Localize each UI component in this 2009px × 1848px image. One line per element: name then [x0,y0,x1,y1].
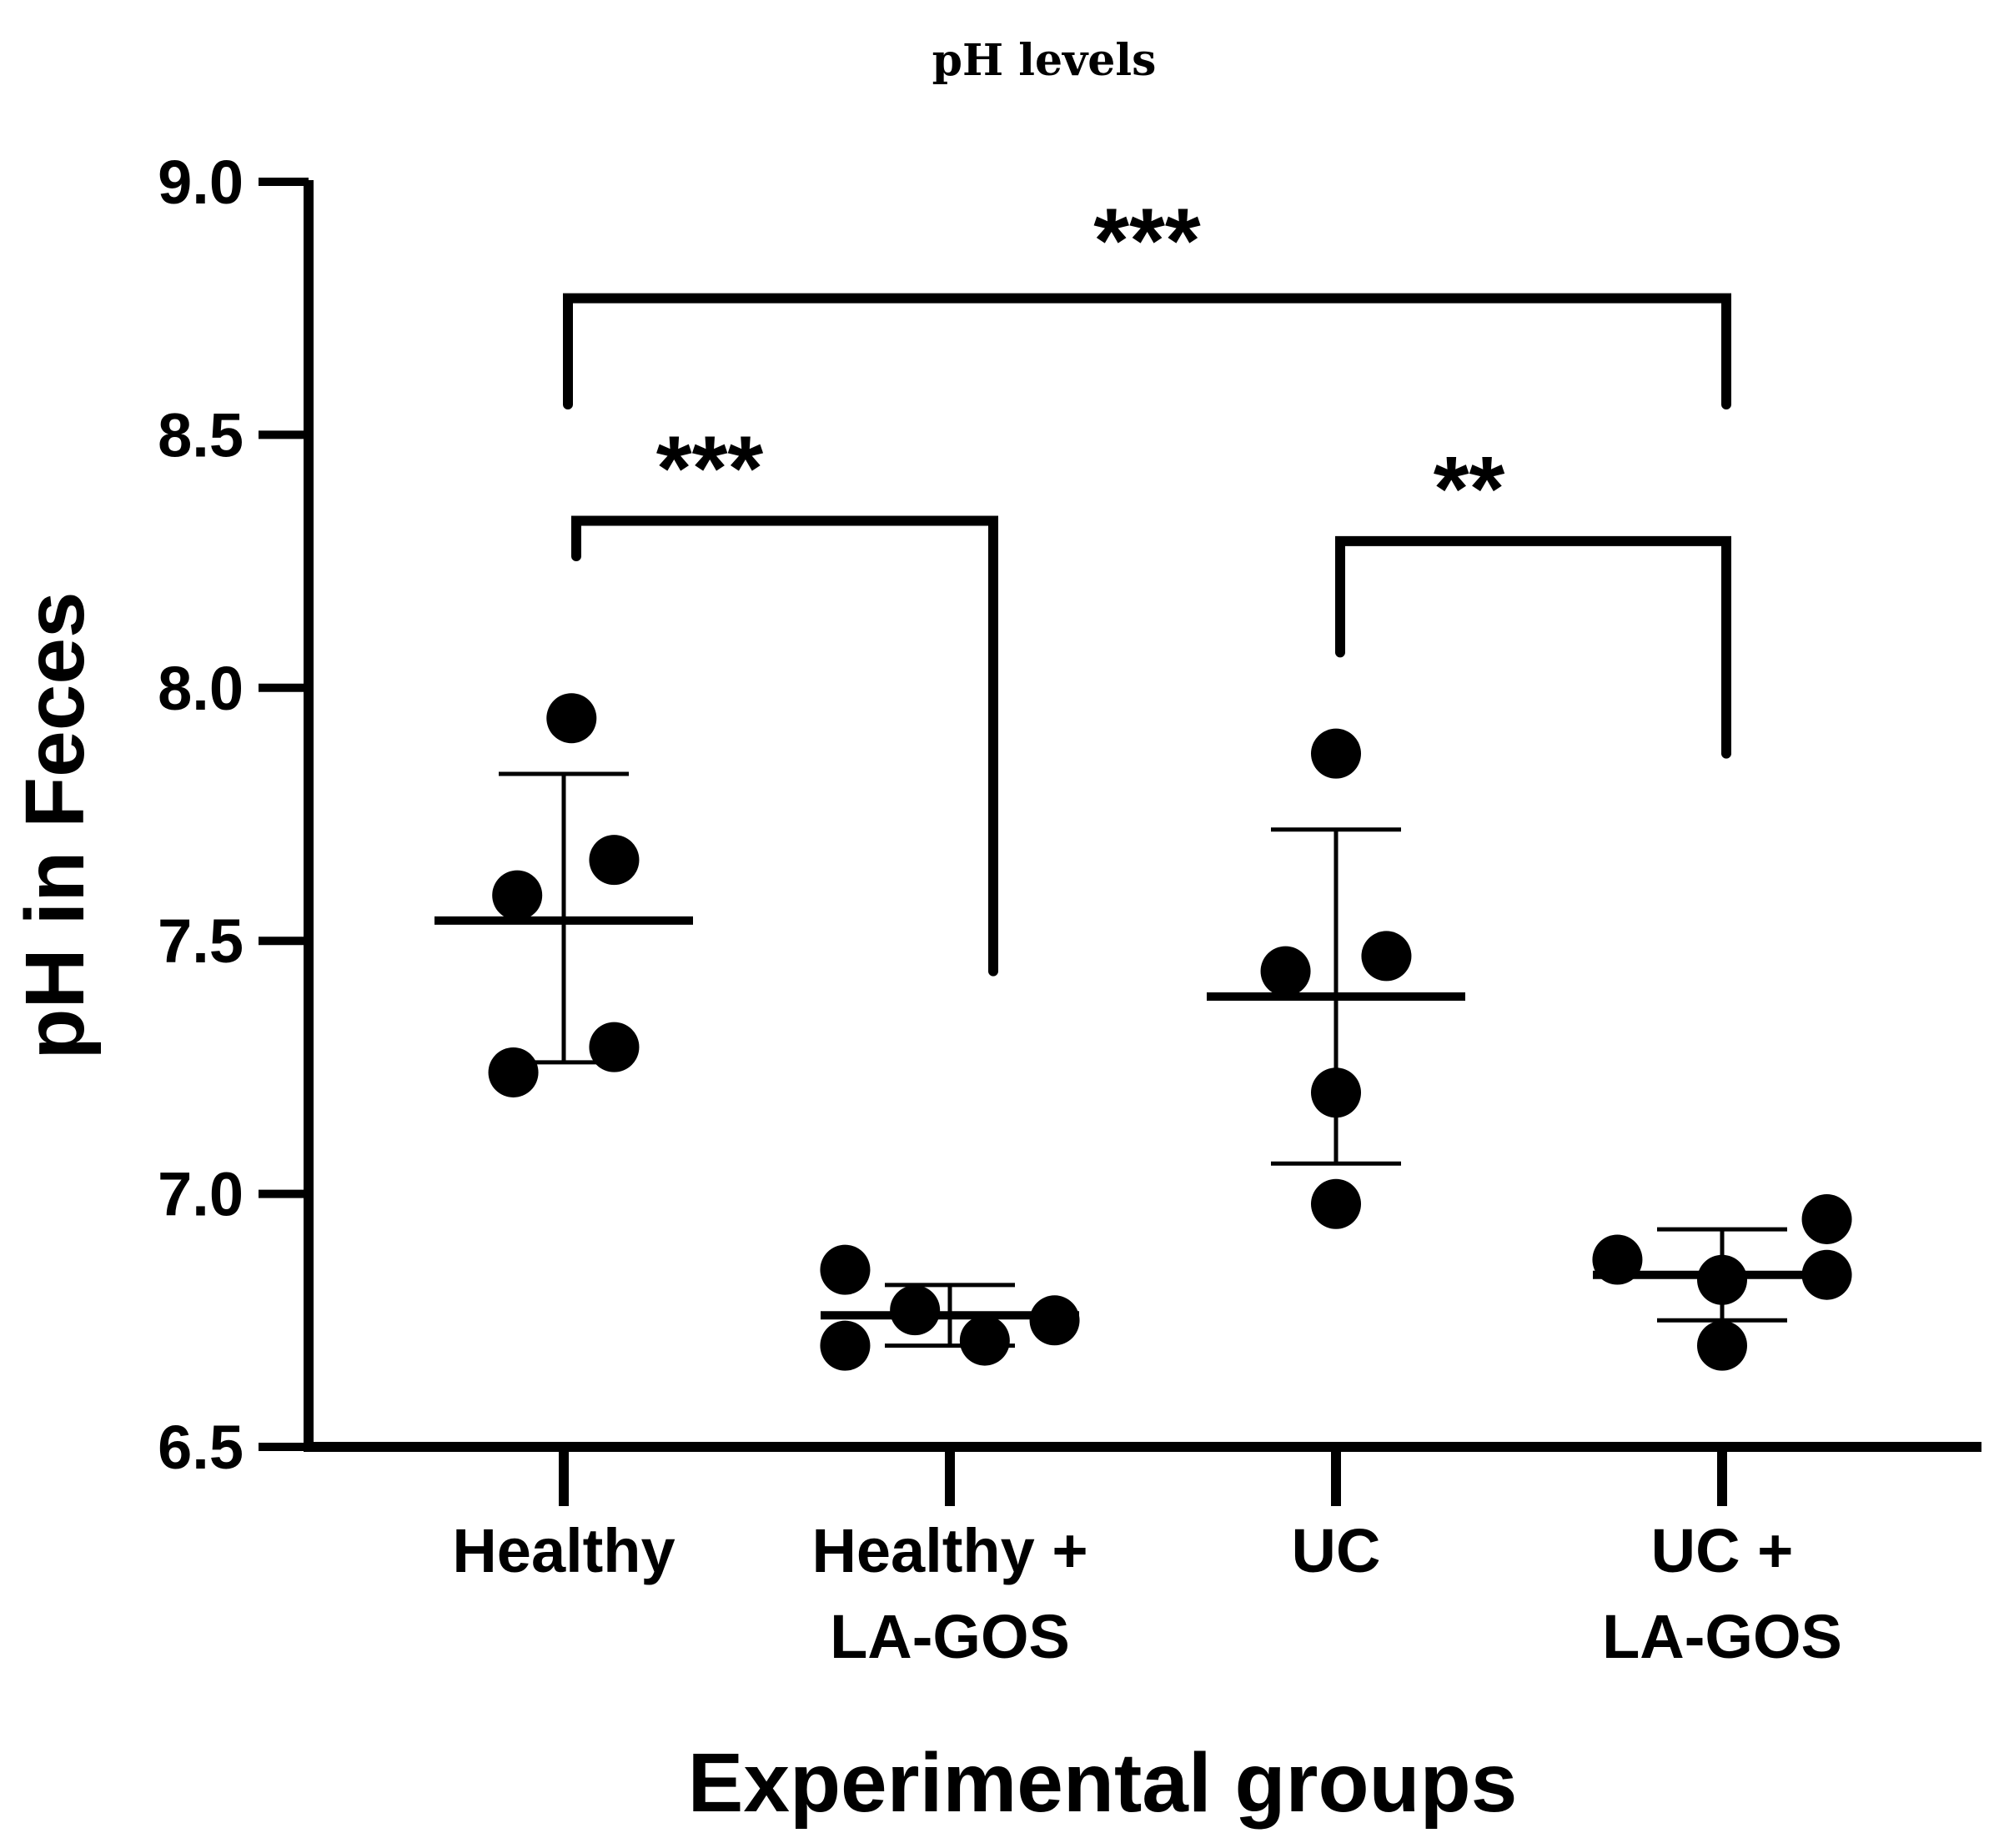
data-point [492,870,543,921]
data-point [1029,1295,1080,1346]
data-point [1260,946,1311,997]
significance-bracket [1335,535,1731,759]
data-point [589,1022,640,1072]
data-point [1311,728,1361,779]
y-tick-label: 7.0 [158,1160,244,1229]
data-point [589,835,640,886]
y-tick-label: 6.5 [158,1413,244,1482]
data-point [1361,931,1412,982]
x-category-label: UC + [1651,1516,1794,1585]
y-tick-label: 7.5 [158,906,244,976]
data-point [1801,1193,1852,1244]
y-tick-label: 8.0 [158,654,244,723]
data-point [488,1047,539,1097]
data-point [1311,1067,1361,1118]
significance-label: *** [1093,190,1201,293]
y-tick-label: 9.0 [158,148,244,217]
x-category-label: Healthy [452,1516,675,1585]
data-point [546,693,597,744]
data-point [1697,1254,1747,1305]
data-point [890,1285,941,1336]
data-point [820,1244,871,1295]
x-axis: Healthy Healthy + LA-GOS UC UC + LA-GOS [304,1442,1981,1671]
data-points [488,693,1852,1371]
data-point [1311,1178,1361,1229]
x-category-label-line2: LA-GOS [830,1602,1070,1671]
chart-title: pH levels [932,35,1157,86]
data-point [1592,1234,1643,1285]
data-point [959,1315,1010,1366]
data-point [820,1320,871,1371]
y-axis-title: pH in Feces [8,591,102,1059]
significance-bracket [571,515,998,977]
significance-label: ** [1434,438,1505,540]
data-point [1697,1320,1747,1371]
y-axis: 6.5 7.0 7.5 8.0 8.5 9.0 [158,148,314,1482]
x-axis-title: Experimental groups [688,1736,1518,1830]
y-tick-label: 8.5 [158,400,244,470]
significance-bracket [563,293,1731,409]
x-category-label: UC [1292,1516,1381,1585]
data-point [1801,1249,1852,1300]
significance-brackets: ****** ** [563,190,1731,977]
x-category-label: Healthy + [811,1516,1087,1585]
x-category-label-line2: LA-GOS [1602,1602,1842,1671]
significance-label: *** [656,418,764,520]
